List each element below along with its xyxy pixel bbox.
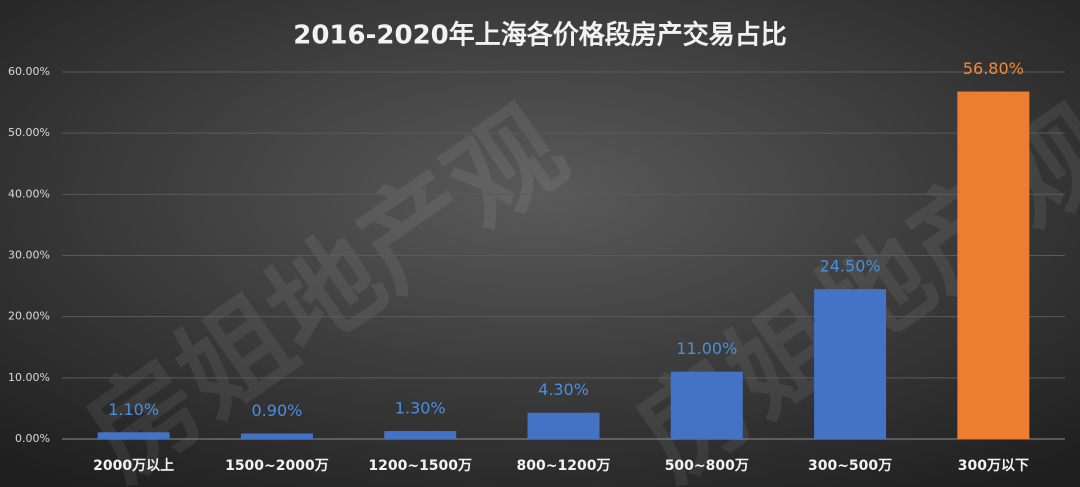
- y-tick-label: 50.00%: [8, 126, 50, 139]
- bar: [240, 433, 313, 439]
- data-label: 11.00%: [676, 339, 737, 358]
- y-tick-label: 0.00%: [15, 432, 50, 445]
- y-tick-label: 20.00%: [8, 310, 50, 323]
- bar: [670, 371, 743, 439]
- chart-title: 2016-2020年上海各价格段房产交易占比: [293, 20, 787, 51]
- bar: [384, 431, 457, 439]
- x-tick-label: 1200~1500万: [368, 458, 472, 474]
- x-tick-label: 1500~2000万: [225, 458, 329, 474]
- bar: [97, 432, 170, 439]
- x-tick-label: 300万以下: [958, 458, 1029, 474]
- x-tick-label: 300~500万: [808, 458, 892, 474]
- data-label: 1.30%: [395, 399, 446, 418]
- x-tick-label: 800~1200万: [517, 458, 611, 474]
- data-label: 56.80%: [963, 59, 1024, 78]
- bar: [527, 412, 600, 439]
- bar: [814, 289, 887, 439]
- bar: [957, 91, 1030, 439]
- data-label: 0.90%: [252, 401, 303, 420]
- y-tick-label: 30.00%: [8, 249, 50, 262]
- x-tick-label: 500~800万: [665, 458, 749, 474]
- y-tick-label: 10.00%: [8, 371, 50, 384]
- data-label: 1.10%: [108, 400, 159, 419]
- data-label: 24.50%: [820, 257, 881, 276]
- y-tick-label: 60.00%: [8, 65, 50, 78]
- x-tick-label: 2000万以上: [93, 458, 174, 474]
- data-label: 4.30%: [538, 380, 589, 399]
- y-tick-label: 40.00%: [8, 187, 50, 200]
